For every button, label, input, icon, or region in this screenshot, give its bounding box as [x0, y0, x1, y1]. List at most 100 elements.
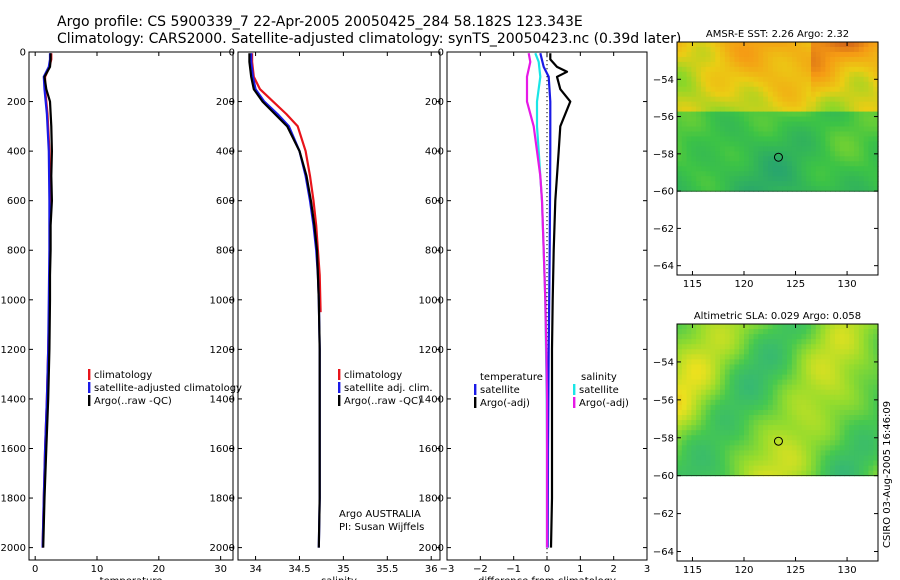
- sla_map-heatmap-cell: [686, 435, 692, 441]
- sst_map-heatmap-cell: [720, 126, 726, 133]
- sst_map-heatmap-cell: [863, 151, 870, 157]
- difference-ytick-label: 1400: [419, 394, 444, 405]
- sst_map-heatmap-cell: [744, 151, 750, 157]
- sla_map-heatmap-cell: [820, 354, 826, 360]
- sst_map-heatmap-cell: [691, 81, 697, 88]
- sla_map-heatmap-cell: [834, 364, 841, 371]
- sst_map-heatmap-cell: [724, 106, 731, 113]
- sst_map-heatmap-cell: [748, 81, 755, 88]
- sst_map-heatmap-cell: [700, 66, 707, 73]
- sla_map-heatmap-cell: [820, 329, 826, 335]
- sla_map-heatmap-cell: [734, 435, 740, 441]
- sla_map-heatmap-cell: [729, 465, 736, 472]
- sst_map-heatmap-cell: [849, 166, 855, 172]
- sla_map-heatmap-cell: [830, 349, 836, 355]
- sst_map-heatmap-cell: [705, 121, 712, 128]
- sst_map-heatmap-cell: [744, 166, 750, 172]
- sla_map-heatmap-cell: [849, 354, 855, 360]
- sla_map-heatmap-cell: [839, 324, 846, 330]
- sst_map-heatmap-cell: [868, 51, 874, 58]
- sst_map-heatmap-cell: [782, 131, 788, 138]
- sla_map-heatmap-cell: [796, 445, 803, 451]
- sla_map-heatmap-cell: [777, 379, 783, 386]
- sst_map-heatmap-cell: [815, 76, 822, 83]
- sla_map-heatmap-cell: [686, 455, 692, 462]
- temperature-xlabel: temperature: [100, 576, 163, 580]
- sla_map-heatmap-cell: [696, 450, 702, 457]
- sla_map-heatmap-cell: [767, 460, 774, 467]
- sst_map-heatmap-cell: [825, 186, 831, 192]
- sla_map-heatmap-cell: [820, 344, 826, 350]
- sla_map-heatmap-cell: [796, 455, 803, 462]
- sst_map-heatmap-cell: [710, 81, 716, 88]
- sla_map-heatmap-cell: [715, 339, 721, 345]
- sst_map-heatmap-cell: [758, 176, 764, 182]
- sla_map-heatmap-cell: [748, 435, 755, 441]
- sla_map-heatmap-cell: [763, 334, 769, 340]
- sst_map-heatmap-cell: [868, 151, 874, 157]
- sla_map-heatmap-cell: [839, 359, 846, 366]
- sst_map-heatmap-cell: [782, 126, 788, 133]
- sla_map-heatmap-cell: [830, 440, 836, 446]
- sla_map-heatmap-cell: [806, 435, 812, 441]
- sla_map-heatmap-cell: [748, 324, 755, 330]
- sla_map-heatmap-cell: [791, 334, 798, 340]
- sla_map-heatmap-cell: [758, 379, 764, 386]
- sst_map-heatmap-cell: [729, 146, 736, 152]
- sst_map-heatmap-cell: [796, 146, 803, 152]
- sst_map-heatmap-cell: [700, 161, 707, 167]
- sst_map-heatmap-cell: [820, 141, 826, 147]
- sla_map-heatmap-cell: [686, 364, 692, 371]
- sla_map-heatmap-cell: [834, 329, 841, 335]
- sla_map-heatmap-cell: [767, 445, 774, 451]
- sla_map-heatmap-cell: [815, 394, 822, 401]
- sst_map-heatmap-cell: [715, 106, 721, 113]
- sst_map-heatmap-cell: [873, 146, 879, 152]
- sst_map-heatmap-cell: [834, 96, 841, 103]
- sla_map-heatmap-cell: [753, 465, 759, 472]
- sla_map-heatmap-cell: [839, 399, 846, 406]
- sst_map-heatmap-cell: [815, 171, 822, 177]
- sla_map-heatmap-cell: [720, 339, 726, 345]
- sst_map-heatmap-cell: [763, 91, 769, 98]
- sst_map-heatmap-cell: [720, 91, 726, 98]
- sst_map-heatmap-cell: [777, 96, 783, 103]
- sla_map-heatmap-cell: [839, 420, 846, 426]
- sst_map-heatmap-cell: [681, 61, 688, 68]
- sst_map-heatmap-cell: [729, 76, 736, 83]
- sla_map-heatmap-cell: [729, 460, 736, 467]
- sla_map-heatmap-cell: [868, 374, 874, 381]
- sla_map-heatmap-cell: [758, 354, 764, 360]
- sst_map-heatmap-cell: [724, 76, 731, 83]
- sla_map-heatmap-cell: [744, 359, 750, 366]
- sst_map-heatmap-cell: [763, 156, 769, 162]
- sla_map-heatmap-cell: [724, 430, 731, 436]
- sla_map-heatmap-cell: [873, 450, 879, 457]
- sst_map-heatmap-cell: [844, 161, 850, 167]
- salinity-legend-swatch: [338, 382, 341, 393]
- sla_map-heatmap-cell: [724, 359, 731, 366]
- sla_map-heatmap-cell: [724, 329, 731, 335]
- sla_map-heatmap-cell: [801, 450, 807, 457]
- sst_map-heatmap-cell: [844, 66, 850, 73]
- sst_map-heatmap-cell: [763, 96, 769, 103]
- sst_map-heatmap-cell: [748, 181, 755, 187]
- sst_map-heatmap-cell: [825, 151, 831, 157]
- sst_map-heatmap-cell: [787, 56, 793, 63]
- sst_map-heatmap-cell: [791, 181, 798, 187]
- sst_map-heatmap-cell: [677, 106, 683, 113]
- sst_map-heatmap-cell: [849, 161, 855, 167]
- sst_map-heatmap-cell: [772, 126, 779, 133]
- sst_map-heatmap-cell: [830, 76, 836, 83]
- sst_map-heatmap-cell: [811, 76, 817, 83]
- sla_map-heatmap-cell: [710, 364, 716, 371]
- sst_map-heatmap-cell: [830, 91, 836, 98]
- sst_map-heatmap-cell: [710, 66, 716, 73]
- sla_map-heatmap-cell: [815, 344, 822, 350]
- sst_map-heatmap-cell: [839, 56, 846, 63]
- sla_map-heatmap-cell: [782, 435, 788, 441]
- sst_map-heatmap-cell: [734, 156, 740, 162]
- sla_map-heatmap-cell: [782, 445, 788, 451]
- sst_map-heatmap-cell: [748, 131, 755, 138]
